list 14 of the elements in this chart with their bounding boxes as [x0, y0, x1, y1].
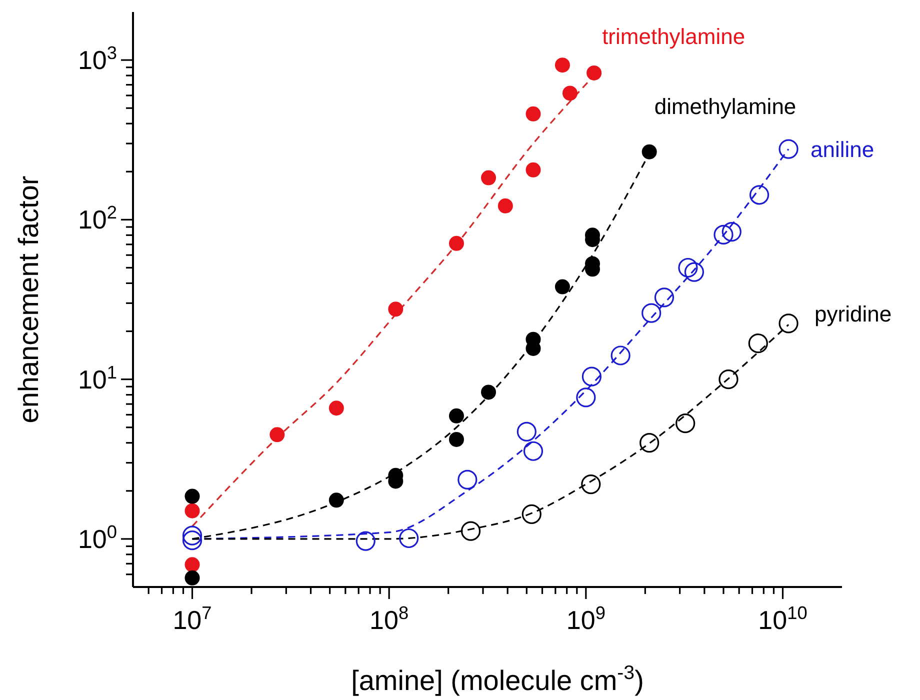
y-tick-label: 10$^{3}$: [78, 43, 117, 76]
series-label: pyridine: [814, 301, 892, 326]
x-tick-label: 10$^{7}$: [172, 603, 212, 635]
x-tick-label: 10$^{8}$: [370, 603, 409, 635]
y-tick-label: 10$^{1}$: [78, 362, 117, 394]
series-label: dimethylamine: [654, 94, 796, 119]
y-axis-title: enhancement factor: [13, 176, 44, 424]
x-tick-label: 10$^{10}$: [758, 603, 808, 635]
x-axis-title: [amine] (molecule cm$^{-3}$): [351, 662, 644, 696]
y-tick-label: 10$^{2}$: [78, 202, 117, 235]
y-tick-label: 10$^{0}$: [78, 522, 117, 554]
series-label: aniline: [810, 137, 874, 162]
series-label: trimethylamine: [602, 24, 746, 49]
x-tick-label: 10$^{9}$: [566, 603, 606, 635]
